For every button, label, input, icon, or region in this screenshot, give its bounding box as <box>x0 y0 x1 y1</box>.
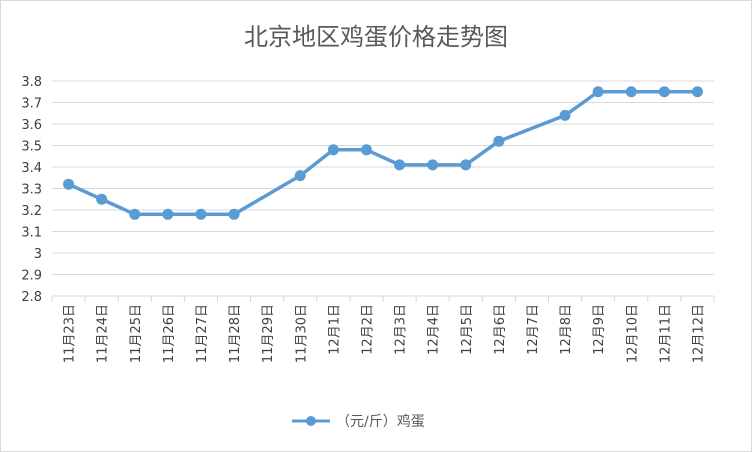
x-tick-label: 12月2日 <box>360 304 375 355</box>
data-point <box>691 86 703 98</box>
y-tick-label: 2.9 <box>21 269 42 284</box>
legend-marker <box>306 416 316 426</box>
y-tick-label: 3.7 <box>21 97 42 112</box>
x-tick-label: 12月1日 <box>327 304 342 355</box>
data-point <box>394 159 406 171</box>
x-tick-label: 11月29日 <box>261 304 276 363</box>
x-axis: 11月23日 11月24日 11月25日 11月26日 11月27日 11月28日 11月2… <box>51 296 715 363</box>
gridlines <box>52 80 714 297</box>
data-point <box>195 208 207 220</box>
data-point <box>162 208 174 220</box>
data-point <box>592 86 604 98</box>
x-tick-label: 11月26日 <box>162 304 177 363</box>
x-tick-label: 12月9日 <box>592 304 607 355</box>
x-tick-label: 12月6日 <box>493 304 508 355</box>
chart-title: 北京地区鸡蛋价格走势图 <box>244 23 508 51</box>
data-point <box>129 208 141 220</box>
data-point <box>427 159 439 171</box>
y-tick-label: 3.1 <box>21 226 42 241</box>
data-point <box>228 208 240 220</box>
x-tick-label: 12月11日 <box>658 304 673 363</box>
y-tick-label: 3.4 <box>21 161 42 176</box>
data-point <box>460 159 472 171</box>
x-tick-label: 11月28日 <box>228 304 243 363</box>
y-tick-label: 3 <box>34 247 42 262</box>
data-point <box>360 144 372 156</box>
x-tick-label: 11月24日 <box>96 304 111 363</box>
x-tick-label: 11月25日 <box>129 304 144 363</box>
y-tick-label: 3.3 <box>21 183 42 198</box>
y-tick-label: 3.8 <box>21 75 42 90</box>
data-point <box>559 109 571 121</box>
y-tick-label: 3.2 <box>21 204 42 219</box>
x-tick-label: 12月12日 <box>691 304 706 363</box>
legend: （元/斤）鸡蛋 <box>292 413 425 430</box>
x-tick-label: 12月8日 <box>559 304 574 355</box>
y-tick-label: 2.8 <box>21 290 42 305</box>
data-point <box>625 86 637 98</box>
x-tick-label: 11月23日 <box>63 304 78 363</box>
x-tick-label: 12月4日 <box>427 304 442 355</box>
data-point <box>294 170 306 182</box>
y-axis-ticks: 2.8 2.9 3 3.1 3.2 3.3 3.4 3.5 3.6 3.7 3.8 <box>21 75 42 305</box>
data-point <box>493 135 505 147</box>
y-tick-label: 3.6 <box>21 118 42 133</box>
x-tick-label: 12月7日 <box>526 304 541 355</box>
data-point <box>658 86 670 98</box>
series-line <box>67 90 698 217</box>
x-tick-label: 11月30日 <box>294 304 309 363</box>
x-tick-label: 12月3日 <box>394 304 409 355</box>
x-tick-label: 12月5日 <box>460 304 475 355</box>
x-tick-label: 11月27日 <box>195 304 210 363</box>
x-tick-label: 12月10日 <box>625 304 640 363</box>
data-point <box>63 178 75 190</box>
legend-label: （元/斤）鸡蛋 <box>336 413 425 430</box>
data-point <box>327 144 339 156</box>
data-point <box>96 193 108 205</box>
y-tick-label: 3.5 <box>21 140 42 155</box>
series-layer <box>63 86 703 220</box>
